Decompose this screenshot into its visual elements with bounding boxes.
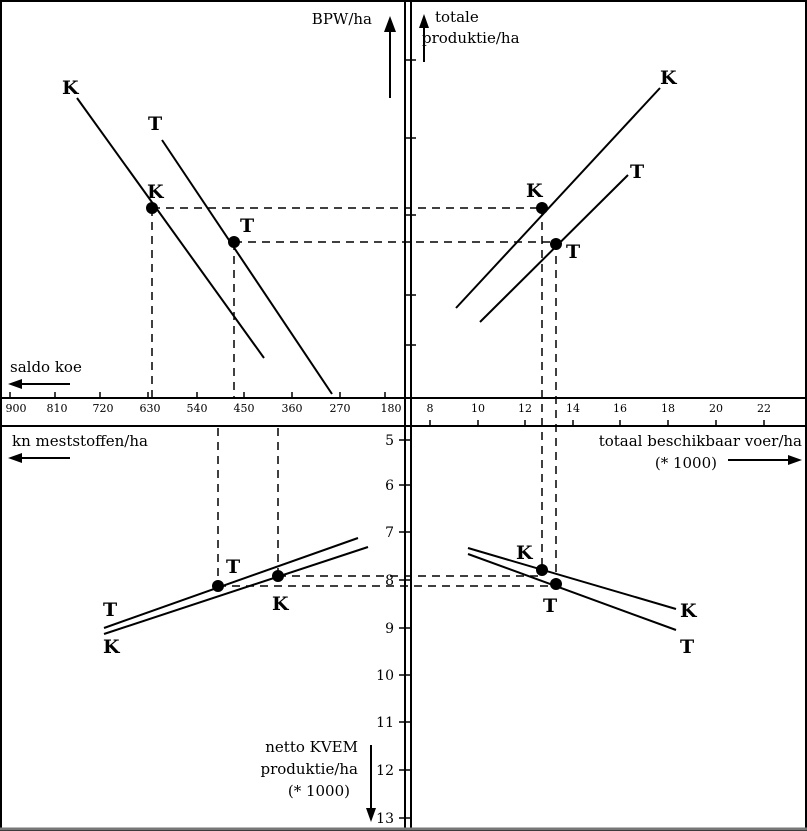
kvem-tick-5: 5 [385, 433, 394, 449]
voer-tick-14: 14 [566, 402, 580, 415]
bpw-up-arrow [384, 16, 396, 98]
saldo-tick-540: 540 [187, 402, 208, 415]
ur-k-line-label: K [660, 67, 678, 89]
voer-axis-ticks [429, 420, 765, 426]
ul-k-line [76, 97, 265, 359]
kvem-tick-7: 7 [385, 525, 394, 541]
kvem-unit-label: (* 1000) [288, 782, 350, 800]
saldo-tick-270: 270 [330, 402, 351, 415]
saldo-tick-180: 180 [381, 402, 402, 415]
kn-axis-label: kn meststoffen/ha [12, 432, 148, 450]
lr-t-line-label: T [680, 636, 694, 658]
totale-label-line2: produktie/ha [422, 29, 520, 47]
voer-tick-22: 22 [757, 402, 771, 415]
dashed-guides [151, 207, 557, 587]
ur-k-point-label: K [526, 180, 544, 202]
lr-k-point [536, 564, 548, 576]
kvem-tick-10: 10 [376, 668, 394, 684]
saldo-axis-label: saldo koe [10, 358, 82, 376]
ll-k-point-label: K [272, 593, 290, 615]
kvem-tick-9: 9 [385, 621, 394, 637]
saldo-left-arrow [8, 379, 70, 389]
bpw-axis-label: BPW/ha [312, 10, 372, 28]
voer-tick-16: 16 [613, 402, 627, 415]
kvem-label-line2: produktie/ha [260, 760, 358, 778]
voer-tick-20: 20 [709, 402, 723, 415]
saldo-tick-630: 630 [140, 402, 161, 415]
ll-k-line-label: K [103, 636, 121, 658]
saldo-tick-810: 810 [47, 402, 68, 415]
lr-t-point-label: T [543, 595, 557, 617]
voer-tick-18: 18 [661, 402, 675, 415]
voer-tick-10: 10 [471, 402, 485, 415]
kvem-down-arrow [366, 745, 376, 822]
ur-t-point-label: T [566, 241, 580, 263]
ll-t-line-label: T [103, 599, 117, 621]
kvem-tick-12: 12 [376, 763, 394, 779]
voer-tick-12: 12 [518, 402, 532, 415]
kvem-tick-6: 6 [385, 478, 394, 494]
kvem-axis-ticks [399, 439, 411, 819]
ul-t-line-label: T [148, 113, 162, 135]
upper-axis-ticks [405, 59, 416, 346]
kn-left-arrow [8, 453, 70, 463]
ll-t-line [103, 537, 359, 629]
ll-k-line [103, 546, 369, 635]
lr-k-point-label: K [516, 542, 534, 564]
ll-t-point-label: T [226, 556, 240, 578]
lr-t-line [467, 553, 677, 631]
kvem-tick-8: 8 [385, 573, 394, 589]
kvem-tick-11: 11 [376, 715, 394, 731]
ul-t-line [161, 139, 333, 395]
voer-right-arrow [728, 455, 802, 465]
ur-t-line-label: T [630, 161, 644, 183]
ul-t-point-label: T [240, 215, 254, 237]
saldo-axis-ticks [9, 392, 386, 398]
saldo-tick-720: 720 [93, 402, 114, 415]
kvem-label-line1: netto KVEM [265, 738, 358, 756]
ur-k-line [455, 87, 661, 309]
ul-k-line-label: K [62, 77, 80, 99]
kvem-tick-13: 13 [376, 811, 394, 827]
voer-unit-label: (* 1000) [655, 454, 717, 472]
voer-tick-8: 8 [427, 402, 434, 415]
lr-k-line [467, 547, 677, 610]
saldo-tick-360: 360 [282, 402, 303, 415]
totale-label-line1: totale [435, 8, 479, 26]
saldo-tick-900: 900 [6, 402, 27, 415]
ul-k-point-label: K [147, 181, 165, 203]
totale-up-arrow [419, 14, 429, 62]
lr-k-line-label: K [680, 600, 698, 622]
voer-axis-label: totaal beschikbaar voer/ha [599, 432, 802, 450]
saldo-tick-450: 450 [234, 402, 255, 415]
